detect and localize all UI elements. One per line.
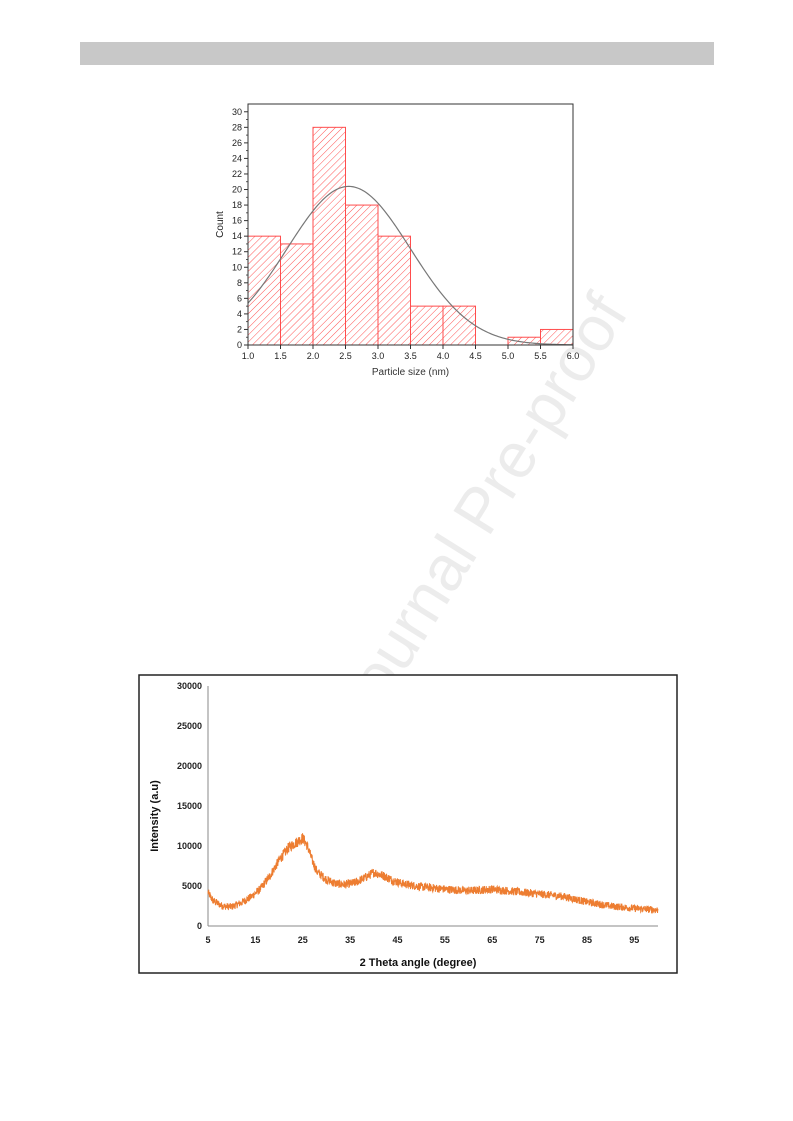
y-tick-label: 2 — [237, 324, 242, 334]
x-tick-label: 2.0 — [307, 351, 320, 361]
histogram-bar — [345, 204, 379, 346]
x-tick-label: 35 — [345, 935, 355, 945]
y-tick-label: 5000 — [182, 881, 202, 891]
y-tick-label: 25000 — [177, 721, 202, 731]
y-tick-label: 18 — [232, 200, 242, 210]
x-tick-label: 3.5 — [404, 351, 417, 361]
y-tick-label: 22 — [232, 169, 242, 179]
x-tick-label: 15 — [250, 935, 260, 945]
histogram-bar — [540, 328, 574, 346]
y-tick-label: 20 — [232, 185, 242, 195]
histogram-bar — [312, 126, 346, 346]
x-tick-label: 75 — [535, 935, 545, 945]
x-tick-label: 5.5 — [534, 351, 547, 361]
x-tick-label: 5 — [205, 935, 210, 945]
histogram-bar — [247, 235, 281, 346]
y-tick-label: 16 — [232, 216, 242, 226]
x-tick-label: 5.0 — [502, 351, 515, 361]
xrd-pattern-chart: 5 15 25 35 45 55 65 75 85 95 0 5000 10000 15000 20000 2… — [138, 674, 678, 974]
y-tick-label: 15000 — [177, 801, 202, 811]
y-tick-label: 8 — [237, 278, 242, 288]
y-tick-label: 6 — [237, 293, 242, 303]
particle-size-histogram: 1.0 1.5 2.0 2.5 3.0 3.5 4.0 4.5 5.0 5.5 6.00246810… — [215, 103, 580, 378]
y-tick-label: 12 — [232, 247, 242, 257]
x-tick-label: 1.5 — [274, 351, 287, 361]
xrd-series-line — [207, 833, 659, 914]
x-axis-label: Particle size (nm) — [372, 367, 449, 378]
x-tick-label: 3.0 — [372, 351, 385, 361]
normal-fit-curve — [247, 185, 574, 346]
x-tick-label: 25 — [298, 935, 308, 945]
x-tick-label: 95 — [629, 935, 639, 945]
y-tick-label: 4 — [237, 309, 242, 319]
x-tick-label: 45 — [392, 935, 402, 945]
histogram-bar — [280, 243, 314, 346]
x-tick-label: 6.0 — [567, 351, 580, 361]
y-tick-label: 10000 — [177, 841, 202, 851]
y-axis-label: Intensity (a.u) — [149, 780, 161, 852]
y-tick-label: 30 — [232, 107, 242, 117]
x-axis-label: 2 Theta angle (degree) — [360, 957, 477, 969]
histogram-bar — [410, 305, 444, 346]
header-bar — [80, 42, 714, 65]
y-tick-label: 20000 — [177, 761, 202, 771]
x-tick-label: 1.0 — [242, 351, 255, 361]
y-tick-label: 14 — [232, 231, 242, 241]
y-tick-label: 26 — [232, 138, 242, 148]
x-tick-label: 65 — [487, 935, 497, 945]
y-tick-label: 30000 — [177, 681, 202, 691]
histogram-bar — [442, 305, 476, 346]
y-tick-label: 0 — [237, 340, 242, 350]
y-tick-label: 24 — [232, 153, 242, 163]
y-tick-label: 28 — [232, 122, 242, 132]
histogram-bar — [377, 235, 411, 346]
x-tick-label: 85 — [582, 935, 592, 945]
y-axis-label: Count — [215, 211, 226, 238]
x-tick-label: 55 — [440, 935, 450, 945]
chart-border — [138, 674, 678, 974]
y-tick-label: 10 — [232, 262, 242, 272]
x-tick-label: 4.5 — [469, 351, 482, 361]
x-tick-label: 4.0 — [437, 351, 450, 361]
y-tick-label: 0 — [197, 921, 202, 931]
x-tick-label: 2.5 — [339, 351, 352, 361]
